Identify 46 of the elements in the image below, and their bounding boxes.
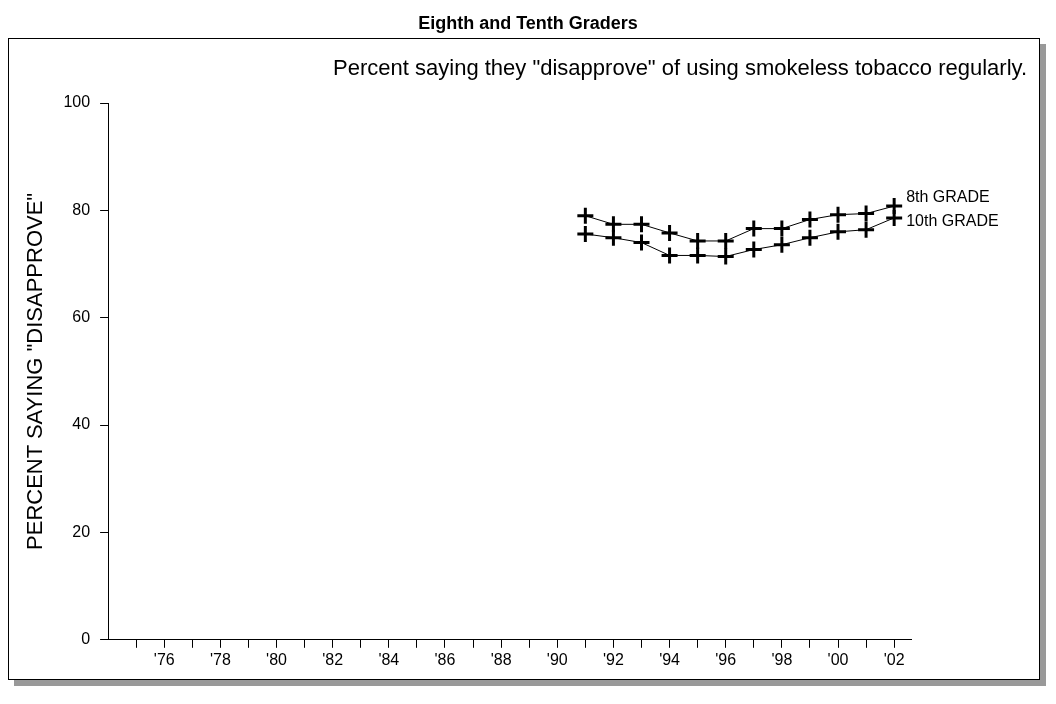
- y-axis-title: PERCENT SAYING "DISAPPROVE": [22, 192, 48, 550]
- point: [716, 231, 736, 251]
- x-tick-label: '78: [209, 650, 231, 668]
- point: [884, 196, 904, 216]
- y-tick-label: 40: [72, 415, 91, 433]
- series-label: 8th GRADE: [906, 188, 990, 206]
- x-tick-label: '92: [602, 650, 624, 668]
- point: [631, 233, 651, 253]
- point: [575, 224, 595, 244]
- point: [575, 206, 595, 226]
- y-tick-label: 100: [63, 93, 91, 111]
- x-tick-label: '98: [771, 650, 793, 668]
- point: [856, 204, 876, 224]
- y-tick-label: 80: [72, 200, 91, 218]
- x-tick-label: '76: [153, 650, 175, 668]
- x-tick-label: '96: [715, 650, 737, 668]
- point: [660, 223, 680, 243]
- point: [800, 209, 820, 229]
- point: [856, 220, 876, 240]
- x-tick-label: '94: [659, 650, 681, 668]
- point: [716, 247, 736, 267]
- point: [744, 240, 764, 260]
- point: [772, 235, 792, 255]
- y-tick-label: 60: [72, 308, 91, 326]
- x-tick-label: '00: [827, 650, 849, 668]
- y-tick-label: 20: [72, 522, 91, 540]
- point: [800, 228, 820, 248]
- point: [828, 205, 848, 225]
- x-tick-label: '86: [434, 650, 456, 668]
- chart-subtitle: Percent saying they "disapprove" of using smokeless tobacco regularly.: [333, 55, 1027, 81]
- x-tick-label: '84: [378, 650, 400, 668]
- x-tick-label: '90: [546, 650, 568, 668]
- point: [688, 231, 708, 251]
- chart-title: Eighth and Tenth Graders: [417, 12, 639, 35]
- point: [660, 245, 680, 265]
- x-tick-label: '82: [322, 650, 344, 668]
- series-label: 10th GRADE: [906, 212, 999, 230]
- point: [744, 219, 764, 239]
- x-tick-label: '02: [883, 650, 905, 668]
- y-tick-label: 0: [81, 630, 91, 648]
- point: [828, 222, 848, 242]
- point: [631, 214, 651, 234]
- x-tick-label: '88: [490, 650, 512, 668]
- x-tick-label: '80: [266, 650, 288, 668]
- point: [772, 219, 792, 239]
- point: [603, 214, 623, 234]
